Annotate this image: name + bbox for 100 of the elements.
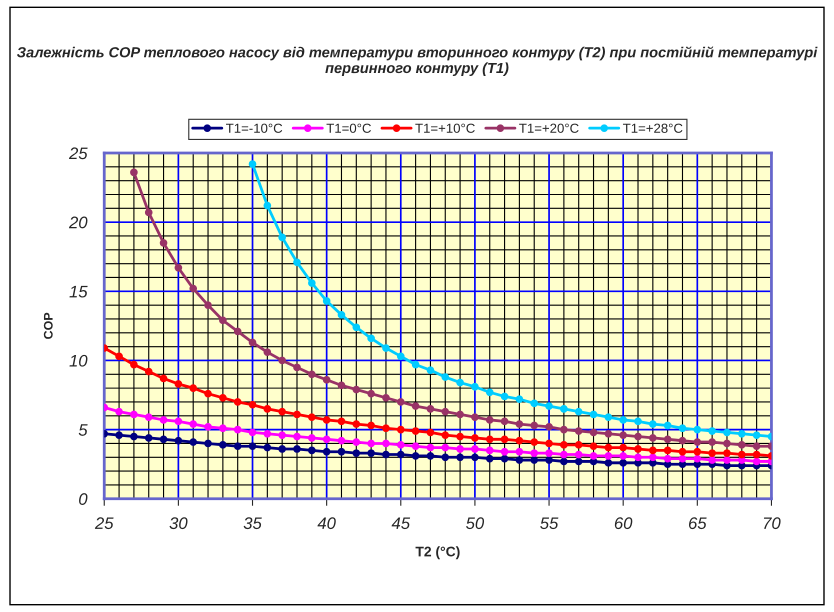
point xyxy=(234,426,242,434)
point xyxy=(293,258,301,266)
x-tick-label: 55 xyxy=(540,517,558,530)
point xyxy=(322,448,330,456)
point xyxy=(738,441,746,449)
point xyxy=(723,440,731,448)
point xyxy=(396,450,405,458)
point xyxy=(308,413,316,421)
chart-title: Залежність COP теплового насосу від температури вторинного контуру (T2) при постійній температурі первинного контуру (T1) xyxy=(16,46,818,76)
point xyxy=(664,435,672,444)
point xyxy=(441,408,450,416)
point xyxy=(619,416,628,424)
point xyxy=(396,352,405,360)
point xyxy=(649,446,657,454)
point xyxy=(426,452,434,460)
point xyxy=(264,202,272,210)
point xyxy=(486,435,494,444)
point xyxy=(352,323,360,332)
point xyxy=(352,438,360,446)
point xyxy=(382,344,390,352)
point xyxy=(471,445,479,453)
point xyxy=(723,428,731,436)
y-tick-label: 15 xyxy=(69,286,88,298)
point xyxy=(338,436,346,445)
point xyxy=(738,430,746,438)
point xyxy=(530,400,538,408)
point xyxy=(678,424,686,432)
point xyxy=(264,405,272,413)
legend-label: T1=-10°C xyxy=(226,124,282,133)
point xyxy=(560,426,568,434)
point xyxy=(649,453,657,462)
point xyxy=(264,430,272,438)
point xyxy=(456,432,464,440)
point xyxy=(382,440,390,448)
x-axis-title: T2 (°C) xyxy=(416,546,460,560)
legend-label: T1=+28°C xyxy=(622,124,682,133)
point xyxy=(471,434,479,442)
point xyxy=(144,413,153,421)
point xyxy=(545,440,553,448)
point xyxy=(456,445,464,453)
point xyxy=(486,454,494,462)
point xyxy=(396,441,405,449)
point xyxy=(189,384,198,392)
point xyxy=(219,394,227,402)
x-tick-label: 70 xyxy=(764,517,781,530)
y-axis-title: COP xyxy=(44,312,53,339)
point xyxy=(530,449,538,457)
point xyxy=(574,450,583,458)
point xyxy=(144,208,153,216)
point xyxy=(693,448,702,456)
point xyxy=(634,418,642,426)
point xyxy=(574,408,583,416)
point xyxy=(634,453,642,462)
point xyxy=(634,445,642,453)
point xyxy=(396,426,405,434)
point xyxy=(516,436,524,445)
point xyxy=(590,442,598,450)
point xyxy=(678,448,686,456)
point xyxy=(634,432,642,440)
point xyxy=(174,436,182,445)
point xyxy=(604,452,612,460)
point xyxy=(530,422,538,430)
point xyxy=(352,449,360,457)
point xyxy=(619,444,628,452)
point xyxy=(471,453,479,462)
point xyxy=(486,446,494,454)
point xyxy=(248,338,256,346)
point xyxy=(590,452,598,460)
point xyxy=(130,168,138,176)
point xyxy=(752,450,760,458)
point xyxy=(516,420,524,428)
point xyxy=(471,382,479,391)
point xyxy=(574,441,583,449)
point xyxy=(486,388,494,396)
point xyxy=(560,458,568,466)
x-tick-label: 35 xyxy=(244,517,262,530)
point xyxy=(708,456,716,464)
y-tick-label: 0 xyxy=(79,493,88,505)
point xyxy=(560,405,568,413)
point xyxy=(367,334,375,342)
point xyxy=(590,410,598,418)
point xyxy=(500,454,508,462)
point xyxy=(604,459,612,467)
x-tick-label: 40 xyxy=(317,517,336,530)
point xyxy=(308,370,316,378)
point xyxy=(456,410,464,418)
point xyxy=(752,431,760,439)
point xyxy=(441,444,450,452)
legend-label: T1=0°C xyxy=(326,124,371,133)
point xyxy=(382,450,390,458)
point xyxy=(338,382,346,390)
y-tick-label: 20 xyxy=(68,216,88,228)
point xyxy=(412,427,420,435)
point xyxy=(189,438,198,446)
point xyxy=(426,444,434,452)
point xyxy=(264,444,272,452)
point xyxy=(367,449,375,457)
point xyxy=(619,431,628,439)
point xyxy=(338,448,346,456)
point xyxy=(293,445,301,453)
